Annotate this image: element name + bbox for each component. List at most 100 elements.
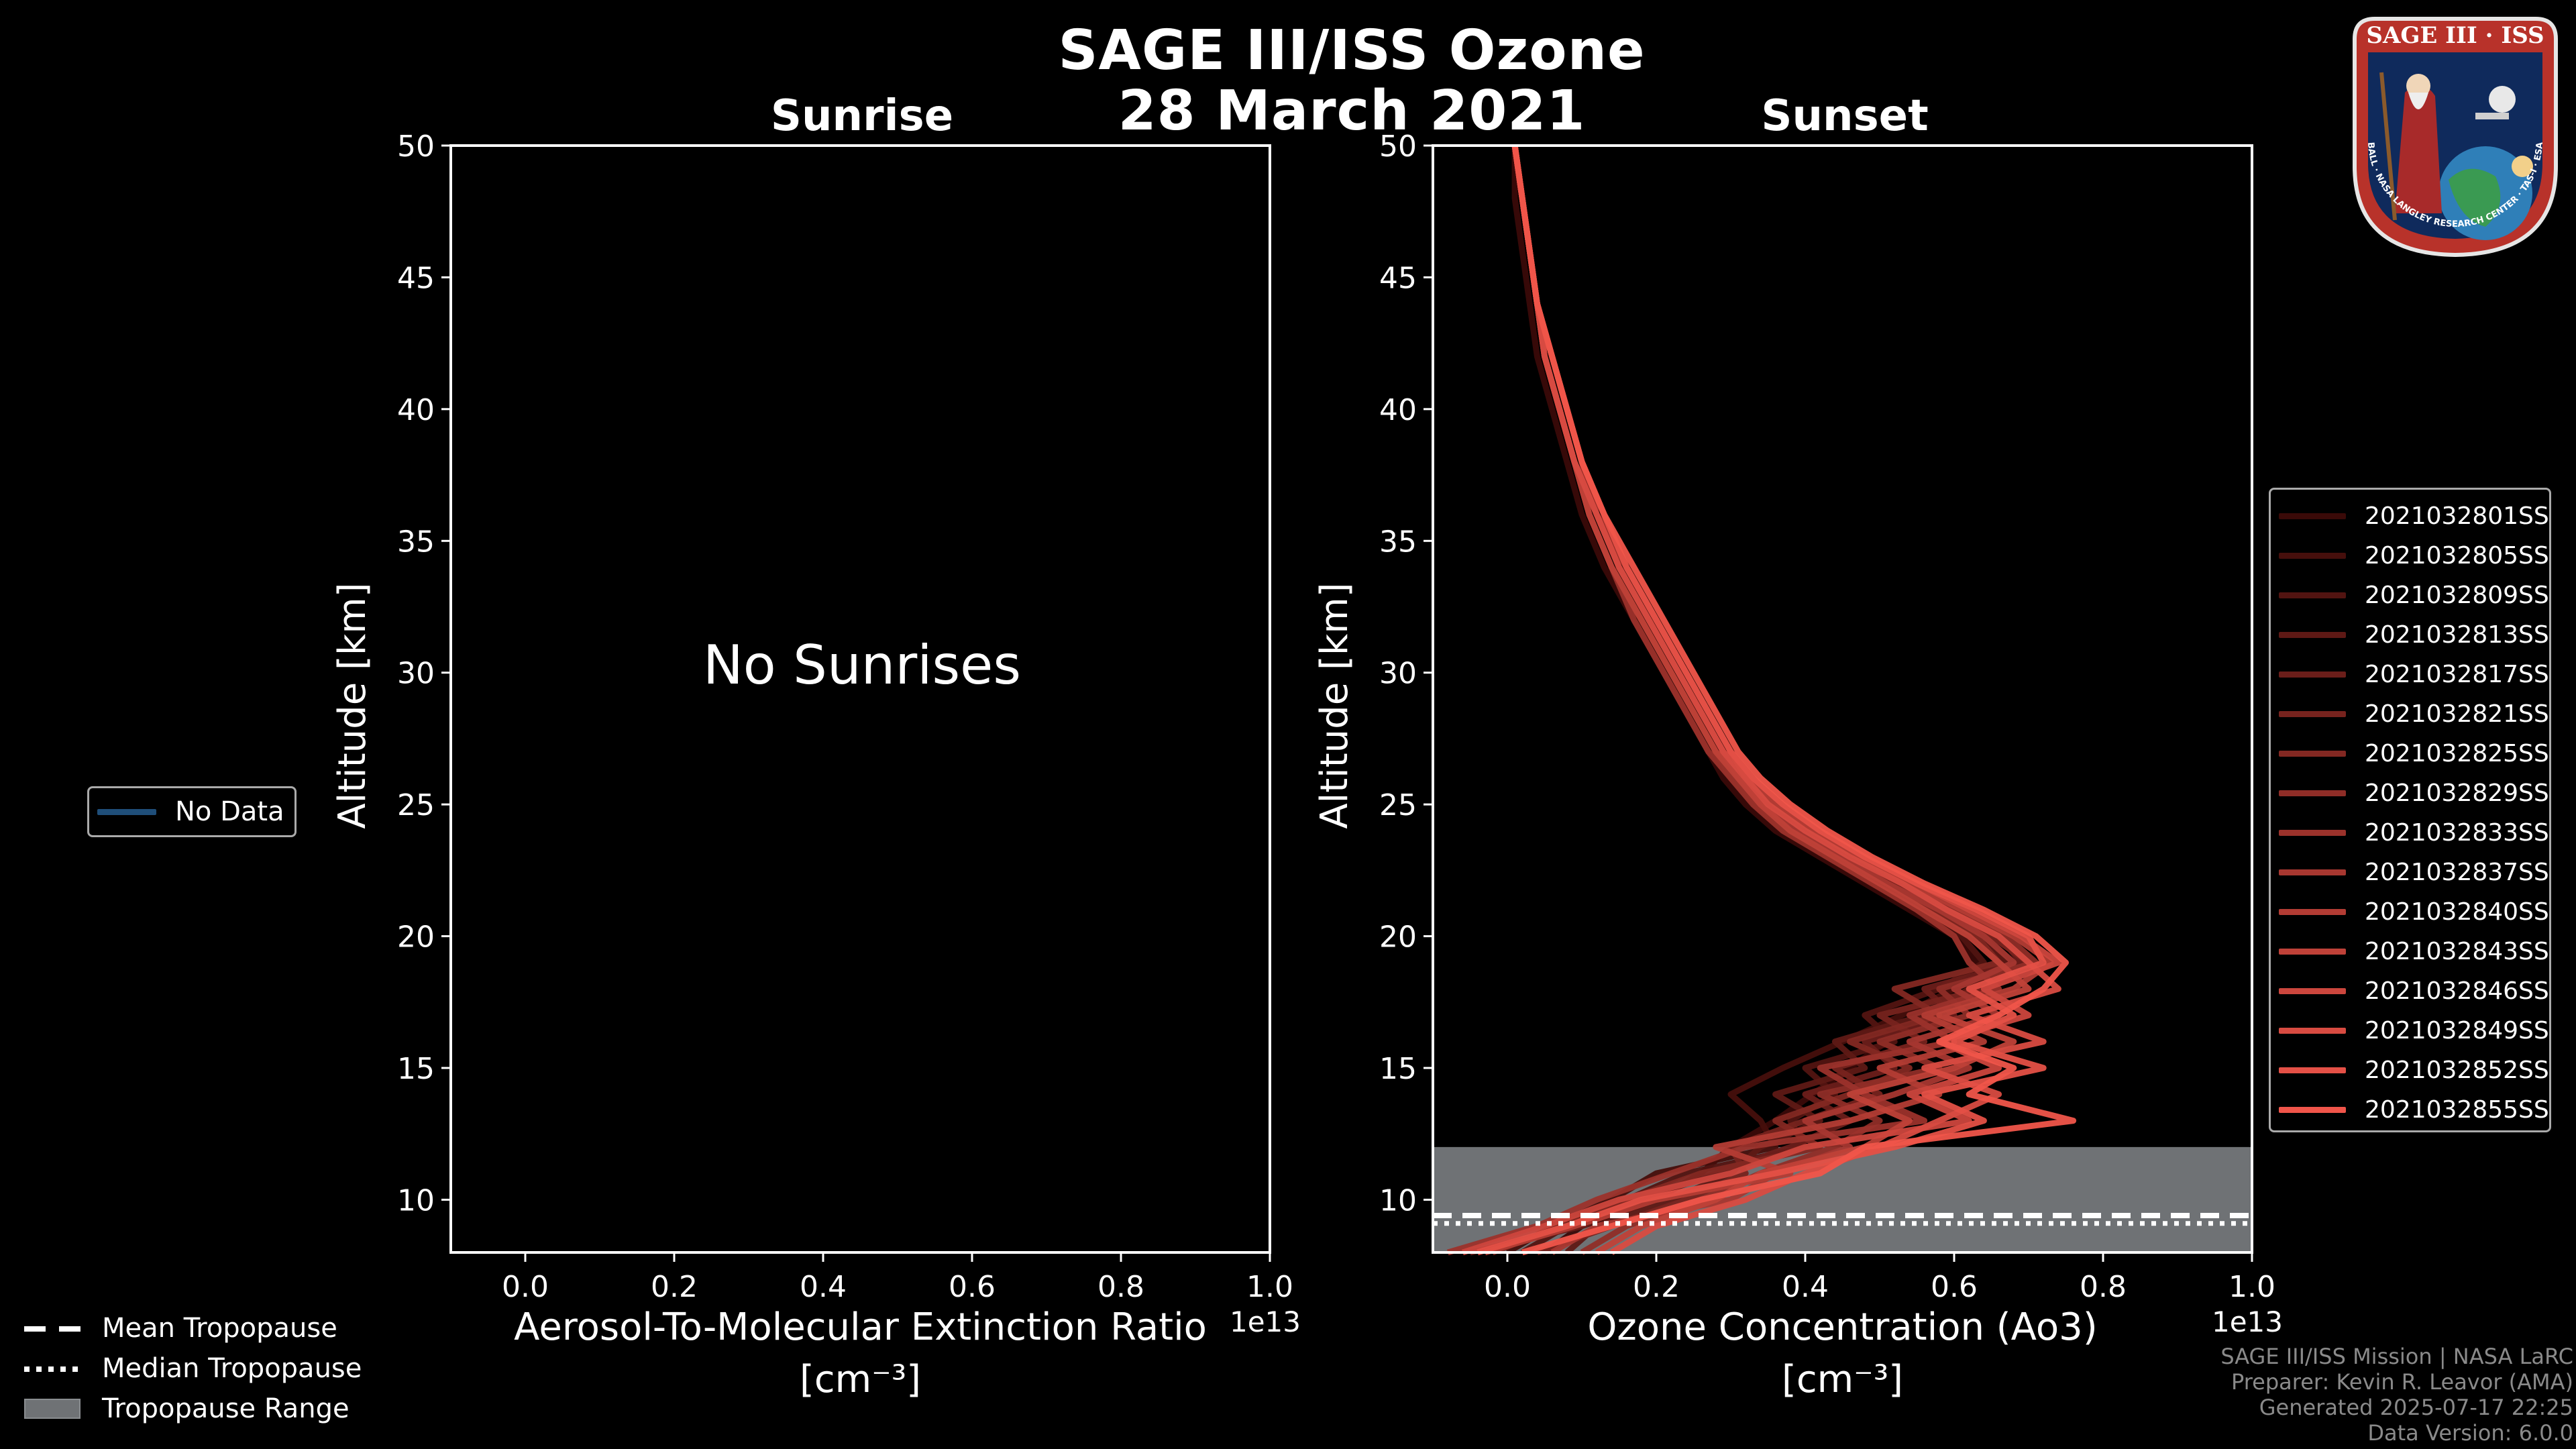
legend-swatch: [2279, 631, 2346, 638]
legend-swatch: [2279, 790, 2346, 796]
y-tick-label: 50: [1379, 129, 1417, 164]
legend-swatch: [2279, 552, 2346, 559]
credit-mission: SAGE III/ISS Mission | NASA LaRC: [2220, 1344, 2573, 1369]
x-tick-label: 0.0: [1484, 1270, 1531, 1304]
x-axis-label: Ozone Concentration (Ao3): [1587, 1305, 2097, 1349]
y-tick-label: 20: [1379, 920, 1417, 955]
legend-entry-2021032837SS: 2021032837SS: [2271, 853, 2549, 892]
sunrise-legend: No Data: [87, 786, 297, 837]
sunset-axes-frame: [1432, 144, 2253, 1254]
legend-entry-2021032825SS: 2021032825SS: [2271, 734, 2549, 773]
sunset-series-legend: 2021032801SS 2021032805SS 2021032809SS 2021…: [2269, 488, 2551, 1132]
x-tick-label: 0.0: [502, 1270, 549, 1304]
y-tick-label: 25: [1379, 788, 1417, 822]
legend-entry-2021032805SS: 2021032805SS: [2271, 536, 2549, 575]
legend-label: 2021032813SS: [2365, 621, 2549, 649]
y-tick-label: 40: [397, 393, 435, 427]
legend-label: 2021032837SS: [2365, 858, 2549, 886]
sage-iss-mission-logo: SAGE III · ISS BALL · NASA LANGLEY RESEA…: [2353, 17, 2558, 258]
legend-label: 2021032821SS: [2365, 700, 2549, 728]
credit-version: Data Version: 6.0.0: [2367, 1420, 2573, 1446]
y-tick-label: 30: [397, 657, 435, 691]
series-line-2021032852SS: [1477, 145, 2047, 1256]
legend-entry-2021032840SS: 2021032840SS: [2271, 892, 2549, 931]
legend-entry-no-data: No Data: [89, 792, 284, 831]
logo-title-text: SAGE III · ISS: [2366, 22, 2544, 49]
legend-label: 2021032809SS: [2365, 581, 2549, 609]
x-tick-label: 0.6: [949, 1270, 996, 1304]
legend-swatch: [2279, 1067, 2346, 1073]
y-tick-label: 40: [1379, 393, 1417, 427]
legend-entry-2021032852SS: 2021032852SS: [2271, 1051, 2549, 1089]
y-tick-label: 35: [1379, 525, 1417, 559]
dotted-line-swatch: [24, 1358, 80, 1379]
range-patch-swatch: [24, 1399, 80, 1419]
y-tick-label: 10: [397, 1183, 435, 1218]
x-tick-label: 1.0: [1246, 1270, 1293, 1304]
x-offset-text: 1e13: [1230, 1305, 1301, 1338]
x-tick-label: 0.2: [1633, 1270, 1680, 1304]
series-lines: [1446, 145, 2077, 1256]
series-line-2021032855SS: [1511, 145, 2077, 1256]
legend-label: 2021032840SS: [2365, 898, 2549, 926]
credits-block: SAGE III/ISS Mission | NASA LaRC Prepare…: [2220, 1344, 2573, 1446]
y-tick-label: 25: [397, 788, 435, 822]
legend-label: 2021032833SS: [2365, 818, 2549, 847]
legend-label-median-tropopause: Median Tropopause: [102, 1353, 362, 1384]
y-tick-label: 45: [1379, 261, 1417, 295]
legend-label: 2021032817SS: [2365, 660, 2549, 688]
legend-entry-2021032846SS: 2021032846SS: [2271, 971, 2549, 1010]
legend-label: 2021032825SS: [2365, 739, 2549, 767]
sunset-panel-title: Sunset: [1761, 91, 1929, 141]
x-tick-label: 0.8: [2080, 1270, 2127, 1304]
y-tick-label: 10: [1379, 1183, 1417, 1218]
credit-generated: Generated 2025-07-17 22:25: [2259, 1395, 2573, 1420]
legend-entry-2021032821SS: 2021032821SS: [2271, 694, 2549, 733]
legend-swatch: [2279, 710, 2346, 717]
legend-swatch: [2279, 869, 2346, 875]
y-tick-label: 20: [397, 920, 435, 955]
y-tick-label: 15: [397, 1052, 435, 1086]
no-sunrises-annotation: No Sunrises: [702, 634, 1022, 696]
x-tick-label: 0.8: [1097, 1270, 1144, 1304]
x-axis-unit-label: [cm⁻³]: [800, 1358, 921, 1401]
credit-preparer: Preparer: Kevin R. Leavor (AMA): [2231, 1369, 2573, 1395]
sunrise-panel-title: Sunrise: [770, 91, 954, 141]
sunrise-axes-frame: [449, 144, 1271, 1254]
x-tick-label: 0.4: [1782, 1270, 1829, 1304]
legend-swatch: [2279, 987, 2346, 994]
legend-entry-2021032829SS: 2021032829SS: [2271, 773, 2549, 812]
legend-entry-2021032809SS: 2021032809SS: [2271, 576, 2549, 614]
legend-swatch: [2279, 513, 2346, 519]
legend-entry-2021032817SS: 2021032817SS: [2271, 655, 2549, 694]
figure-title-line2: 28 March 2021: [1118, 79, 1586, 143]
legend-swatch: [2279, 948, 2346, 955]
y-tick-label: 50: [397, 129, 435, 164]
legend-entry-mean-tropopause: Mean Tropopause: [24, 1308, 362, 1348]
legend-label: 2021032829SS: [2365, 779, 2549, 807]
legend-label: 2021032855SS: [2365, 1095, 2549, 1124]
legend-label-mean-tropopause: Mean Tropopause: [102, 1313, 337, 1344]
y-tick-label: 45: [397, 261, 435, 295]
legend-entry-2021032843SS: 2021032843SS: [2271, 932, 2549, 971]
legend-swatch: [2279, 1106, 2346, 1113]
legend-label: 2021032849SS: [2365, 1016, 2549, 1044]
x-tick-label: 0.2: [651, 1270, 698, 1304]
y-tick-label: 35: [397, 525, 435, 559]
x-tick-label: 1.0: [2229, 1270, 2275, 1304]
x-axis-unit-label: [cm⁻³]: [1782, 1358, 1903, 1401]
y-axis-label: Altitude [km]: [1313, 582, 1356, 828]
legend-entry-median-tropopause: Median Tropopause: [24, 1348, 362, 1389]
legend-swatch: [2279, 829, 2346, 836]
x-tick-label: 0.6: [1931, 1270, 1978, 1304]
legend-entry-tropopause-range: Tropopause Range: [24, 1389, 362, 1429]
tropopause-legend: Mean Tropopause Median Tropopause Tropop…: [24, 1308, 362, 1429]
sunset-axes: 0.0 0.2 0.4 0.6 0.8 1.0 10 15 20 25 30 35 40 45 50 1e13…: [1313, 129, 2283, 1401]
x-axis-label: Aerosol-To-Molecular Extinction Ratio: [514, 1305, 1207, 1349]
series-line-2021032801SS: [1511, 146, 1980, 1255]
legend-label: 2021032846SS: [2365, 977, 2549, 1005]
legend-entry-2021032801SS: 2021032801SS: [2271, 496, 2549, 535]
legend-swatch: [2279, 908, 2346, 915]
